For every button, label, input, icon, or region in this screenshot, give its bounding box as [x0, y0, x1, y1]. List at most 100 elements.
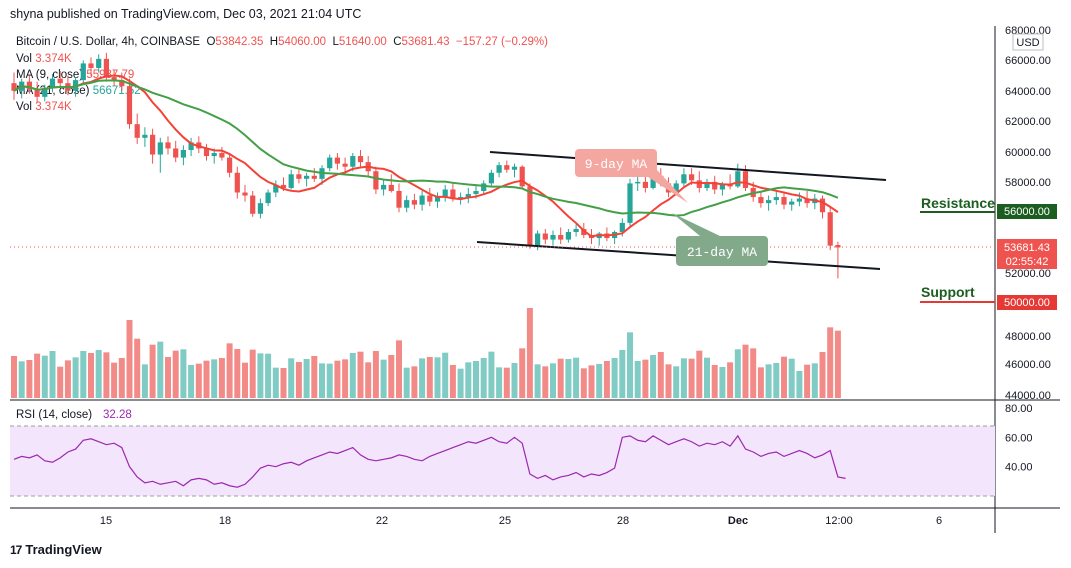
- candle-body: [527, 186, 533, 246]
- volume-bar: [750, 348, 757, 398]
- volume-bar: [565, 359, 572, 398]
- volume-bar: [650, 355, 657, 398]
- candle-body: [73, 80, 79, 91]
- volume-bar: [403, 367, 410, 398]
- ma21-annotation-text: 21-day MA: [687, 245, 757, 260]
- candle-body: [227, 157, 233, 173]
- volume-bar: [642, 359, 649, 398]
- resistance-label: Resistance: [921, 195, 995, 211]
- candle-body: [404, 200, 410, 208]
- volume-bar: [696, 350, 703, 398]
- volume-bar: [380, 359, 387, 398]
- volume-bar: [95, 350, 102, 398]
- volume-bar: [311, 356, 318, 398]
- last-price-value: 53681.43: [1004, 242, 1050, 254]
- currency-box[interactable]: USD: [1012, 33, 1044, 51]
- volume-bar: [357, 351, 364, 398]
- volume-bar: [396, 340, 402, 398]
- candle-body: [535, 233, 541, 246]
- symbol-legend: Bitcoin / U.S. Dollar, 4h, COINBASE O538…: [16, 36, 548, 48]
- time-tick-label: 12:00: [825, 515, 853, 527]
- ma9-line: [13, 74, 839, 238]
- time-axis[interactable]: 15 18 22 25 28 Dec 12:00 6: [100, 515, 942, 527]
- volume-bar: [827, 327, 834, 398]
- volume-bar: [203, 360, 210, 398]
- moving-averages: [13, 74, 839, 238]
- ma9-annotation-text: 9-day MA: [585, 157, 648, 172]
- candle-body: [773, 197, 779, 201]
- candle-body: [334, 157, 340, 164]
- symbol-name: Bitcoin / U.S. Dollar, 4h, COINBASE: [16, 36, 201, 48]
- volume-bar: [781, 356, 787, 398]
- candle-body: [712, 181, 718, 190]
- ma9-annotation: 9-day MA: [575, 149, 688, 203]
- volume-bar: [511, 363, 518, 398]
- price-tick-label: 48000.00: [1005, 331, 1051, 343]
- candle-body: [781, 197, 787, 205]
- support-marker: Support 50000.00: [920, 284, 1057, 310]
- candle-body: [804, 198, 810, 204]
- volume-bar: [272, 367, 279, 398]
- volume-bar: [457, 368, 464, 398]
- volume-bar: [365, 362, 372, 398]
- candle-body: [257, 203, 263, 214]
- countdown-value: 02:55:42: [1006, 256, 1049, 268]
- candle-body: [111, 77, 117, 81]
- candle-body: [573, 228, 579, 232]
- volume-bar: [519, 348, 526, 398]
- volume-bar: [234, 349, 241, 398]
- candle-body: [342, 163, 348, 167]
- price-tick-label: 64000.00: [1005, 86, 1051, 98]
- candle-body: [96, 58, 102, 68]
- volume-bar: [249, 349, 256, 398]
- candle-body: [388, 184, 394, 191]
- high-value: 54060.00: [278, 36, 327, 48]
- candle-body: [280, 184, 287, 188]
- volume-legend: Vol 3.374K: [16, 53, 72, 65]
- volume-bar: [18, 361, 25, 398]
- volume-bar: [727, 362, 734, 398]
- candle-body: [727, 184, 733, 187]
- candle-body: [427, 195, 433, 202]
- volume-bar: [265, 353, 272, 398]
- volume-bar: [773, 363, 780, 398]
- volume-bar: [149, 344, 156, 398]
- volume-bar: [72, 357, 79, 398]
- volume-bar: [349, 353, 356, 398]
- low-value: 51640.00: [338, 36, 387, 48]
- volume-bar: [788, 358, 795, 398]
- volume-bar: [411, 366, 418, 398]
- volume-bar: [465, 362, 472, 398]
- volume-bar: [757, 367, 764, 398]
- volume-bar: [619, 350, 626, 398]
- volume-bar: [588, 365, 595, 398]
- volume-bar: [303, 359, 310, 398]
- volume-bar: [218, 358, 225, 398]
- candle-body: [504, 165, 510, 170]
- candle-body: [288, 174, 294, 188]
- candle-body: [250, 195, 256, 214]
- candle-body: [473, 190, 479, 195]
- volume-bar: [80, 351, 87, 398]
- candle-body: [134, 124, 140, 138]
- volume-bar: [326, 363, 333, 398]
- footer-brand[interactable]: 17 TradingView: [10, 542, 102, 557]
- candles: [11, 52, 841, 279]
- tradingview-logo-icon: 17: [10, 542, 22, 557]
- time-tick-label: 18: [219, 515, 231, 527]
- candle-body: [450, 189, 456, 199]
- candle-body: [80, 63, 86, 81]
- price-tick-label: 44000.00: [1005, 390, 1051, 402]
- volume-bar: [118, 358, 125, 398]
- candle-body: [719, 184, 725, 190]
- volume-bar: [242, 362, 248, 398]
- volume-bar: [742, 344, 749, 398]
- price-tick-label: 60000.00: [1005, 147, 1051, 159]
- candle-body: [635, 181, 641, 184]
- candle-body: [619, 222, 625, 232]
- candle-body: [465, 194, 471, 198]
- candle-body: [696, 180, 702, 188]
- volume-bar: [372, 351, 379, 398]
- volume-bar: [573, 357, 580, 398]
